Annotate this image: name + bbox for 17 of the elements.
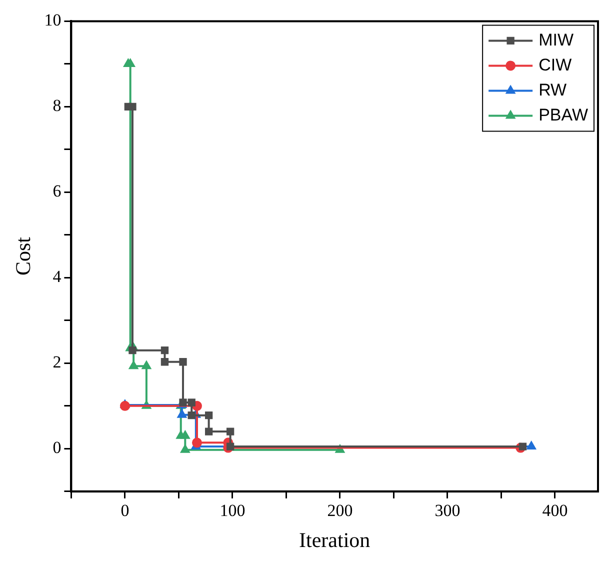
x-tick-label: 300 — [434, 501, 460, 520]
y-axis-title: Cost — [11, 236, 36, 276]
y-tick-label: 4 — [52, 267, 62, 286]
y-tick-label: 2 — [52, 352, 62, 372]
legend-label: CIW — [538, 55, 572, 74]
x-axis-title: Iteration — [299, 528, 371, 552]
x-tick-label: 200 — [327, 501, 353, 520]
legend-label: RW — [538, 80, 567, 100]
legend-label: PBAW — [538, 105, 588, 124]
y-tick-label: 6 — [52, 182, 62, 201]
legend-label: MIW — [538, 30, 574, 50]
y-tick-label: 10 — [44, 10, 62, 30]
x-tick-label: 100 — [220, 501, 246, 520]
x-tick-label: 0 — [120, 501, 130, 520]
x-tick-label: 400 — [542, 501, 568, 520]
y-tick-label: 0 — [52, 438, 62, 458]
y-tick-label: 8 — [52, 96, 62, 116]
